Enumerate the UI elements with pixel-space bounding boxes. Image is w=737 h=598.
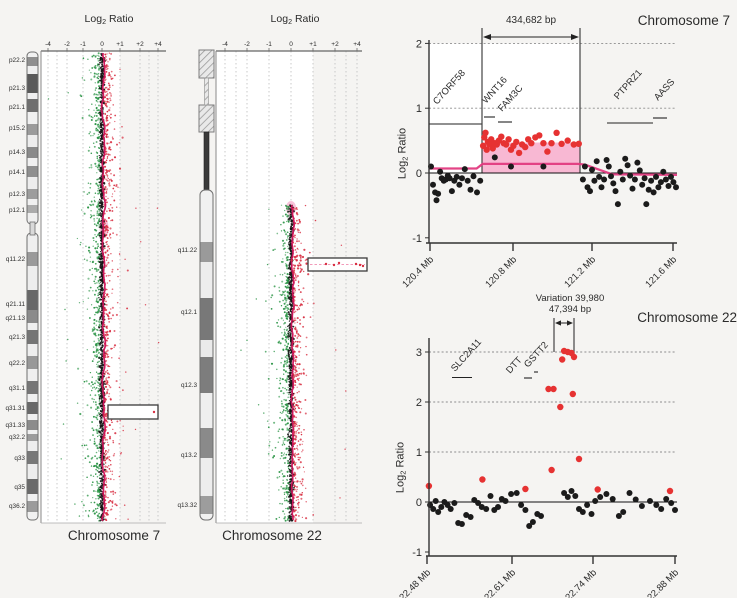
log2-tick-label: +4 — [154, 41, 162, 48]
log2-pre: Log — [396, 160, 409, 180]
x-tick-label: 22.48 Mb — [397, 567, 433, 598]
log2-tick-label: +2 — [136, 41, 144, 48]
chr7-detail-title: Chromosome 7 — [637, 13, 730, 28]
log2-tick-label: -2 — [64, 41, 70, 48]
cytoband-label: p21.3 — [9, 85, 25, 92]
genome-panel-chr22: -4 -2 -1 0 +1 +2 +4 q11.22 q12.1 q12.3 q13.2 q13.32 — [177, 41, 368, 524]
log2-sub: 2 — [398, 470, 408, 475]
gene-label: DTT — [504, 355, 525, 376]
chr22-log2-axis-title: Log2 Ratio — [250, 13, 340, 26]
log2-tick-label: +2 — [331, 41, 339, 48]
cytoband-label: q11.22 — [178, 247, 198, 254]
cytoband-label: p12.3 — [9, 191, 25, 198]
log2-tick-label: +4 — [353, 41, 361, 48]
region-size-label: 434,682 bp — [505, 15, 557, 26]
chr7-log2-axis-title: Log2 Ratio — [64, 13, 154, 26]
cytoband-label: p15.2 — [9, 125, 25, 132]
log2-tick-label: -1 — [80, 41, 86, 48]
y-tick-label: -1 — [412, 547, 422, 559]
cytoband-label: q35 — [14, 484, 25, 491]
x-tick-label: 22.61 Mb — [482, 567, 518, 598]
cytoband-label: p14.1 — [9, 169, 25, 176]
log2-tick-label: -4 — [222, 41, 228, 48]
y-tick-label: 2 — [416, 38, 422, 50]
x-tick-label: 22.88 Mb — [645, 567, 681, 598]
log2-tick-label: 0 — [289, 41, 293, 48]
gene-label: SLC2A11 — [449, 337, 484, 374]
gene-label: PTPRZ1 — [612, 68, 645, 102]
log2-sub: 2 — [102, 17, 107, 26]
log2-sub: 2 — [400, 156, 410, 161]
y-tick-label: 0 — [416, 497, 422, 509]
chromosome-ideogram — [198, 49, 215, 521]
variation-size-label: 47,394 bp — [548, 304, 592, 315]
x-tick-label: 121.6 Mb — [643, 254, 679, 290]
log2-tick-label: -4 — [45, 41, 51, 48]
cytoband-label: q12.3 — [181, 382, 197, 389]
cytoband-label: p14.3 — [9, 149, 25, 156]
cytoband-label: q21.11 — [6, 301, 26, 308]
log2-sub: 2 — [288, 17, 293, 26]
cytoband-label: p12.1 — [9, 207, 25, 214]
cytoband-label: q32.2 — [9, 434, 25, 441]
chr22-detail-title: Chromosome 22 — [637, 310, 737, 325]
log2-post: Ratio — [106, 13, 134, 25]
cytoband-label: q31.31 — [5, 405, 25, 412]
log2-post: Ratio — [292, 13, 320, 25]
log2-tick-label: -1 — [266, 41, 272, 48]
genome-panel-chr7: -4 -2 -1 0 +1 +2 +4 p22.2 p21.3 p21.1 p15.2 p14.3 p1… — [5, 41, 166, 524]
cytoband-label: q12.1 — [181, 309, 197, 316]
gene-label: GSTT2 — [522, 340, 551, 370]
variation-label: Variation 39,980 — [535, 293, 605, 304]
log2-pre: Log — [84, 13, 103, 25]
cytoband-label: q21.3 — [9, 334, 25, 341]
log2-tick-label: +1 — [309, 41, 317, 48]
probe-points — [425, 347, 678, 529]
cytoband-label: p21.1 — [9, 104, 25, 111]
cytoband-label: q36.2 — [9, 503, 25, 510]
gene-label: AASS — [652, 77, 677, 103]
y-tick-label: 3 — [416, 347, 422, 359]
cytoband-label: q21.13 — [5, 315, 25, 322]
cytoband-label: q31.33 — [5, 422, 25, 429]
log2-pre: Log — [270, 13, 289, 25]
log2-tick-label: +1 — [116, 41, 124, 48]
cytoband-label: q13.32 — [177, 502, 197, 509]
y-tick-label: -1 — [412, 233, 422, 245]
cytoband-label: q22.2 — [9, 360, 25, 367]
highlight-callout-box — [107, 404, 159, 420]
cytoband-label: q11.22 — [6, 256, 26, 263]
probe-points — [428, 129, 679, 208]
cytoband-label: q33 — [14, 455, 25, 462]
log2-tick-label: 0 — [100, 41, 104, 48]
y-tick-label: 1 — [416, 103, 422, 115]
chr7-detail-ylabel: Log2 Ratio — [397, 93, 410, 213]
log2-tick-label: -2 — [244, 41, 250, 48]
amplified-region-shade — [482, 142, 580, 173]
x-tick-label: 121.2 Mb — [562, 254, 598, 290]
cytoband-label: q13.2 — [181, 452, 197, 459]
cytoband-label: p22.2 — [9, 57, 25, 64]
chr7-panel-label: Chromosome 7 — [67, 528, 161, 543]
log2-post: Ratio — [394, 441, 407, 471]
y-tick-label: 1 — [416, 447, 422, 459]
log2-pre: Log — [394, 474, 407, 494]
cytoband-label: q31.1 — [9, 385, 25, 392]
chr22-panel-label: Chromosome 22 — [222, 528, 322, 543]
chromosome-ideogram — [26, 51, 39, 521]
log2-post: Ratio — [396, 127, 409, 157]
x-tick-label: 120.4 Mb — [400, 254, 436, 290]
y-tick-label: 2 — [416, 397, 422, 409]
x-tick-label: 22.74 Mb — [563, 567, 599, 598]
x-tick-label: 120.8 Mb — [483, 254, 519, 290]
y-tick-label: 0 — [416, 168, 422, 180]
chr22-detail-ylabel: Log2 Ratio — [395, 407, 408, 527]
